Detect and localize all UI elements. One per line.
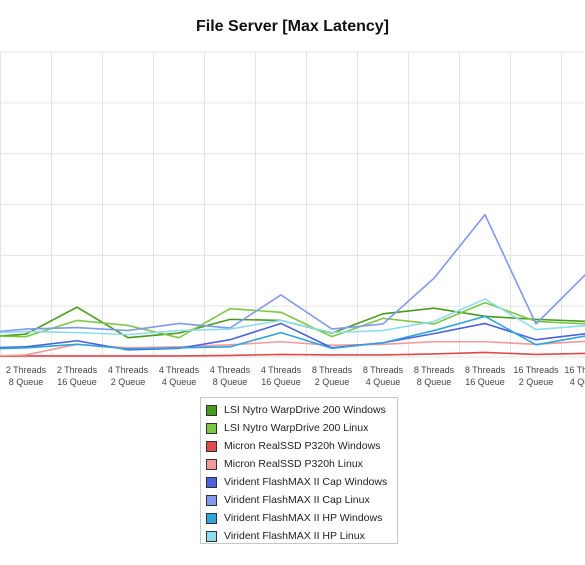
x-tick-label: 4 Threads 2 Queue	[108, 365, 149, 387]
legend-label: Micron RealSSD P320h Linux	[224, 458, 363, 470]
legend-item-4[interactable]: Micron RealSSD P320h Linux	[206, 455, 397, 473]
legend-item-1[interactable]: LSI Nytro WarpDrive 200 Windows	[206, 401, 397, 419]
series-line-6	[0, 213, 585, 333]
x-tick-label: 2 Threads 8 Queue	[6, 365, 47, 387]
legend-item-7[interactable]: Virident FlashMAX II HP Windows	[206, 509, 397, 527]
legend-item-2[interactable]: LSI Nytro WarpDrive 200 Linux	[206, 419, 397, 437]
legend-label: Virident FlashMAX II Cap Linux	[224, 494, 370, 506]
x-tick-label: 16 Threads 2 Queue	[513, 365, 559, 387]
series-line-5	[0, 322, 585, 351]
x-tick-label: 8 Threads 16 Queue	[465, 365, 506, 387]
series-line-7	[0, 315, 585, 350]
grid-layer	[0, 51, 585, 358]
x-tick-label: 4 Threads 4 Queue	[159, 365, 200, 387]
legend-label: Micron RealSSD P320h Windows	[224, 440, 381, 452]
series-line-3	[0, 351, 585, 358]
legend-swatch	[206, 458, 217, 470]
x-tick-label: 8 Threads 4 Queue	[363, 365, 404, 387]
series-line-2	[0, 301, 585, 339]
legend-swatch	[206, 422, 217, 434]
x-tick-label: 2 Threads 16 Queue	[57, 365, 98, 387]
legend-item-6[interactable]: Virident FlashMAX II Cap Linux	[206, 491, 397, 509]
series-layer	[0, 213, 585, 358]
legend-label: Virident FlashMAX II HP Windows	[224, 512, 383, 524]
x-tick-label: 8 Threads 8 Queue	[414, 365, 455, 387]
legend-swatch	[206, 512, 217, 524]
legend-label: LSI Nytro WarpDrive 200 Windows	[224, 404, 386, 416]
legend-swatch	[206, 476, 217, 488]
chart-title: File Server [Max Latency]	[196, 18, 389, 35]
legend-item-8[interactable]: Virident FlashMAX II HP Linux	[206, 527, 397, 545]
legend-swatch	[206, 404, 217, 416]
legend-item-5[interactable]: Virident FlashMAX II Cap Windows	[206, 473, 397, 491]
legend-swatch	[206, 440, 217, 452]
x-tick-label: 4 Threads 16 Queue	[261, 365, 302, 387]
legend-swatch	[206, 530, 217, 542]
legend: LSI Nytro WarpDrive 200 Windows LSI Nytro…	[200, 397, 398, 544]
legend-swatch	[206, 494, 217, 506]
x-tick-label: 8 Threads 2 Queue	[312, 365, 353, 387]
legend-item-3[interactable]: Micron RealSSD P320h Windows	[206, 437, 397, 455]
legend-label: Virident FlashMAX II HP Linux	[224, 530, 365, 542]
legend-label: Virident FlashMAX II Cap Windows	[224, 476, 388, 488]
legend-label: LSI Nytro WarpDrive 200 Linux	[224, 422, 369, 434]
series-line-8	[0, 298, 585, 336]
x-tick-label: 4 Threads 8 Queue	[210, 365, 251, 387]
